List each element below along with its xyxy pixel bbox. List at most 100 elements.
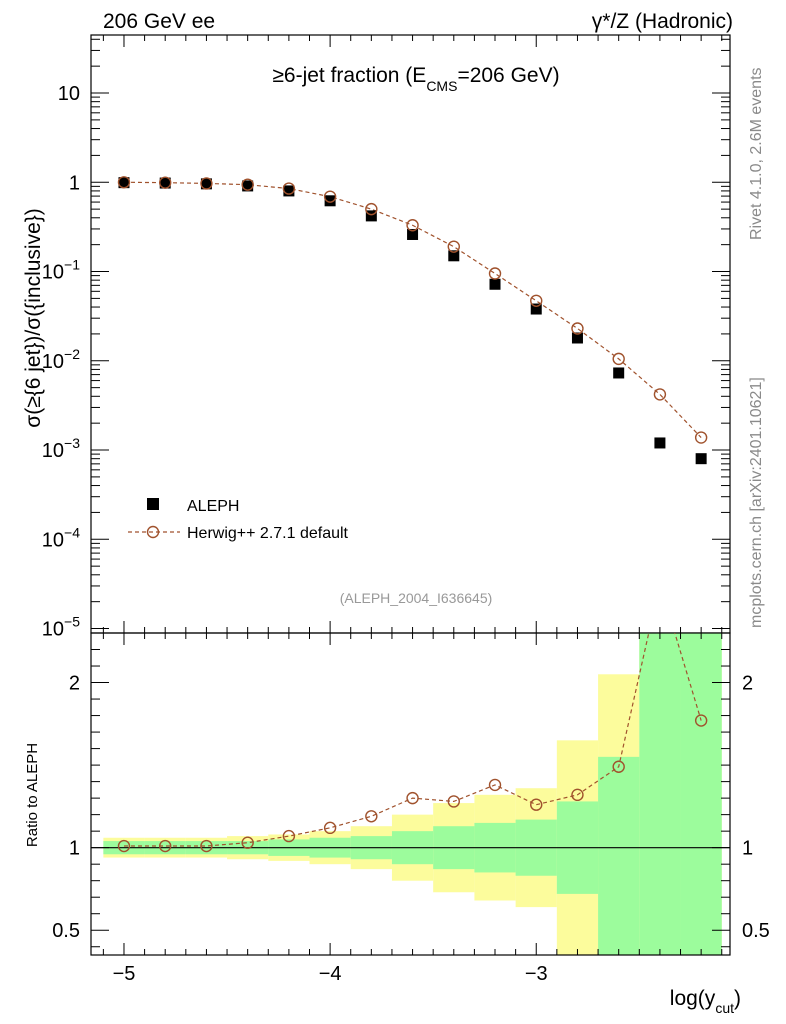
mcplots-label: mcplots.cern.ch [arXiv:2401.10621] <box>748 377 765 628</box>
ratio-point <box>571 788 584 802</box>
y-tick-label-base: 10 <box>42 440 64 462</box>
ratio-point <box>200 839 213 853</box>
process-label: γ*/Z (Hadronic) <box>592 10 733 33</box>
ratio-tick-label-right: 2 <box>742 673 753 695</box>
legend: ALEPH Herwig++ 2.7.1 default <box>128 498 349 542</box>
x-tick-label: −3 <box>525 963 548 985</box>
legend-aleph-label: ALEPH <box>187 498 239 515</box>
y-tick-label-base: 1 <box>69 172 80 194</box>
y-tick-label-base: 10 <box>42 619 64 641</box>
y-axis-label: σ(≥{6 jet})/σ({inclusive}) <box>22 208 45 428</box>
y-ticks-main <box>91 38 730 630</box>
y-tick-label: 10−5 <box>42 614 80 641</box>
main-data <box>117 176 708 465</box>
aleph-point <box>159 177 171 189</box>
rivet-label: Rivet 4.1.0, 2.6M events <box>748 67 765 240</box>
y-tick-label-base: 10 <box>42 262 64 284</box>
x-axis-label-main: log(y <box>670 987 716 1010</box>
ratio-axis-label: Ratio to ALEPH <box>24 743 41 847</box>
green-band-bin <box>598 756 640 955</box>
aleph-point <box>242 180 254 192</box>
x-axis-label-tail: ) <box>734 987 741 1010</box>
plot-titles: ≥6-jet fraction (ECMS=206 GeV) (ALEPH_20… <box>22 64 741 1016</box>
green-band-bin <box>639 633 681 955</box>
y-tick-label: 10−3 <box>42 435 80 462</box>
header: 206 GeV ee γ*/Z (Hadronic) <box>103 10 733 33</box>
y-tick-label-exponent: −4 <box>64 524 80 540</box>
ratio-point <box>488 778 502 792</box>
aleph-point <box>283 185 295 197</box>
plot-title-tail: =206 GeV) <box>457 64 559 87</box>
herwig-curve <box>123 181 702 438</box>
herwig-point <box>200 177 213 190</box>
ratio-tick-label: 1 <box>69 838 80 860</box>
y-tick-label: 1 <box>69 172 80 194</box>
herwig-point <box>365 202 378 216</box>
ratio-data <box>117 633 708 853</box>
herwig-point <box>612 352 625 366</box>
aleph-point <box>489 278 501 290</box>
ratio-point <box>159 839 172 853</box>
aleph-point <box>654 437 666 449</box>
ratio-point <box>282 829 296 843</box>
y-tick-label-exponent: −2 <box>64 346 80 362</box>
legend-herwig-marker <box>146 525 160 539</box>
aleph-point <box>365 210 377 222</box>
aleph-point <box>407 228 419 240</box>
y-tick-label-base: 10 <box>58 83 80 105</box>
herwig-point <box>571 322 584 335</box>
y-tick-label-base: 10 <box>42 351 64 373</box>
ratio-point <box>117 839 131 853</box>
aleph-point <box>324 195 336 207</box>
ratio-tick-label: 2 <box>69 673 80 695</box>
ratio-point <box>612 760 625 773</box>
herwig-point <box>117 176 131 189</box>
ratio-point <box>447 795 460 808</box>
ratio-tick-label-right: 0.5 <box>742 920 770 942</box>
herwig-point <box>447 240 460 253</box>
herwig-point <box>241 178 254 191</box>
plot-title-sub: CMS <box>426 78 457 94</box>
ratio-frame <box>90 632 731 956</box>
y-tick-label: 10−1 <box>42 257 80 284</box>
aleph-point <box>118 177 130 189</box>
aleph-point <box>200 178 212 190</box>
y-tick-label-exponent: −3 <box>64 435 80 451</box>
ratio-point <box>365 810 378 823</box>
aleph-point <box>448 250 460 262</box>
herwig-point <box>406 219 419 232</box>
plot-title-main: ≥6-jet fraction (E <box>272 64 426 87</box>
ratio-point <box>241 836 254 849</box>
side-labels: Rivet 4.1.0, 2.6M events mcplots.cern.ch… <box>748 67 765 628</box>
aleph-point <box>571 332 583 344</box>
x-tick-label: −5 <box>113 963 136 985</box>
ratio-panel: 2 2 1 1 0.5 0.5 <box>52 632 770 956</box>
ratio-point <box>406 791 419 805</box>
y-tick-label-exponent: −5 <box>64 614 80 630</box>
ratio-bands <box>103 633 722 955</box>
y-tick-label-base: 10 <box>42 529 64 551</box>
plot-title: ≥6-jet fraction (ECMS=206 GeV) <box>272 64 559 94</box>
aleph-point <box>613 367 625 379</box>
herwig-point <box>323 190 337 203</box>
aleph-point <box>530 303 542 315</box>
herwig-point <box>488 267 502 280</box>
y-tick-label: 10−4 <box>42 524 80 551</box>
analysis-id: (ALEPH_2004_I636645) <box>340 590 493 606</box>
main-frame <box>90 34 731 634</box>
x-axis-label: log(ycut) <box>670 987 741 1016</box>
legend-aleph-marker <box>147 498 159 510</box>
energy-label: 206 GeV ee <box>103 10 215 33</box>
herwig-point <box>653 388 667 401</box>
legend-herwig-label: Herwig++ 2.7.1 default <box>187 525 349 542</box>
y-tick-label: 10 <box>58 83 80 105</box>
x-axis-label-sub: cut <box>715 1000 734 1016</box>
y-ticks-ratio <box>91 632 730 948</box>
y-tick-label-exponent: −1 <box>64 257 80 273</box>
herwig-point <box>282 182 296 195</box>
ratio-tick-label: 0.5 <box>52 920 80 942</box>
ratio-point <box>323 821 337 835</box>
ratio-point <box>530 798 543 811</box>
